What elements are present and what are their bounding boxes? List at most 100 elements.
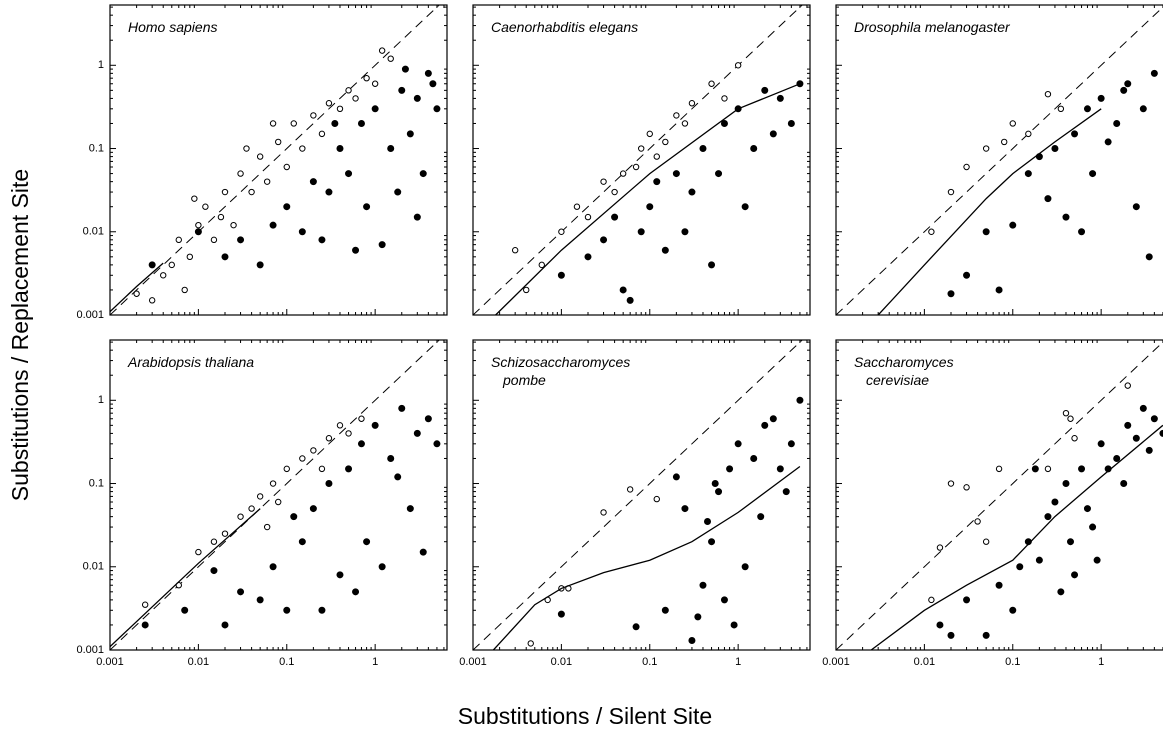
filled-point bbox=[424, 69, 432, 77]
filled-point bbox=[387, 454, 395, 462]
x-tick-label: 0.001 bbox=[96, 656, 124, 668]
open-point bbox=[734, 62, 742, 69]
filled-point bbox=[715, 488, 723, 496]
panel-title: Schizosaccharomyces bbox=[491, 354, 630, 370]
plot-area bbox=[473, 5, 804, 315]
filled-point bbox=[424, 415, 432, 423]
open-point bbox=[995, 465, 1003, 473]
panel-title: cerevisiae bbox=[866, 372, 929, 388]
filled-point bbox=[283, 203, 291, 211]
filled-point bbox=[325, 480, 333, 488]
x-tick-label: 0.01 bbox=[551, 656, 572, 668]
fit-curve bbox=[877, 108, 1102, 315]
open-point bbox=[243, 145, 250, 152]
filled-point bbox=[982, 631, 990, 639]
filled-point bbox=[995, 286, 1003, 294]
x-tick-label: 0.1 bbox=[1005, 656, 1020, 668]
open-point bbox=[688, 100, 696, 107]
filled-point bbox=[1078, 465, 1086, 473]
filled-point bbox=[309, 178, 317, 186]
filled-point bbox=[1124, 80, 1132, 88]
open-point bbox=[673, 112, 680, 119]
filled-point bbox=[345, 465, 353, 473]
filled-point bbox=[141, 621, 149, 629]
filled-point bbox=[1044, 513, 1052, 521]
open-point bbox=[584, 213, 592, 221]
filled-point bbox=[688, 637, 696, 645]
filled-point bbox=[557, 271, 565, 279]
filled-point bbox=[429, 80, 437, 88]
open-point bbox=[947, 188, 955, 196]
open-point bbox=[653, 495, 660, 503]
filled-point bbox=[419, 170, 427, 178]
filled-point bbox=[401, 65, 409, 73]
open-point bbox=[662, 138, 669, 146]
x-tick-label: 0.001 bbox=[822, 656, 850, 668]
filled-point bbox=[694, 613, 702, 621]
open-point bbox=[378, 47, 386, 54]
filled-point bbox=[433, 440, 441, 448]
filled-point bbox=[1078, 228, 1086, 236]
filled-point bbox=[750, 145, 758, 153]
open-point bbox=[210, 236, 218, 244]
filled-point bbox=[387, 145, 395, 153]
filled-point bbox=[1139, 105, 1147, 113]
open-point bbox=[175, 236, 182, 244]
identity-line bbox=[110, 340, 440, 650]
filled-point bbox=[406, 505, 414, 513]
open-point bbox=[708, 80, 715, 87]
plot-area bbox=[473, 340, 804, 650]
filled-point bbox=[708, 538, 716, 546]
filled-point bbox=[699, 145, 707, 153]
open-point bbox=[646, 130, 653, 138]
filled-point bbox=[371, 421, 379, 429]
y-tick-label: 1 bbox=[98, 59, 104, 71]
filled-point bbox=[194, 228, 202, 236]
identity-line bbox=[110, 5, 440, 315]
open-point bbox=[210, 538, 218, 545]
filled-point bbox=[704, 517, 712, 525]
filled-point bbox=[336, 145, 344, 153]
filled-point bbox=[1051, 145, 1059, 153]
filled-point bbox=[1062, 213, 1070, 221]
x-tick-label: 1 bbox=[372, 656, 378, 668]
filled-point bbox=[761, 86, 769, 94]
open-point bbox=[1025, 130, 1032, 138]
filled-point bbox=[1089, 170, 1097, 178]
filled-point bbox=[661, 606, 669, 614]
open-point bbox=[619, 170, 627, 177]
open-point bbox=[523, 286, 530, 294]
filled-point bbox=[1132, 203, 1140, 211]
filled-point bbox=[1150, 415, 1158, 423]
filled-point bbox=[672, 473, 680, 481]
filled-point bbox=[352, 246, 360, 254]
filled-point bbox=[1071, 130, 1079, 138]
open-point bbox=[269, 480, 277, 487]
filled-point bbox=[269, 221, 277, 229]
open-point bbox=[1009, 120, 1016, 127]
y-tick-label: 1 bbox=[98, 394, 104, 406]
open-point bbox=[318, 465, 326, 473]
open-point bbox=[1057, 105, 1065, 113]
filled-point bbox=[1083, 505, 1091, 513]
filled-point bbox=[181, 606, 189, 614]
filled-point bbox=[734, 440, 742, 448]
filled-point bbox=[947, 631, 955, 639]
filled-point bbox=[715, 170, 723, 178]
filled-point bbox=[947, 290, 955, 298]
filled-point bbox=[357, 440, 365, 448]
filled-point bbox=[681, 228, 689, 236]
fit-curve bbox=[492, 465, 801, 650]
filled-point bbox=[1150, 69, 1158, 77]
open-point bbox=[217, 213, 225, 221]
filled-point bbox=[371, 105, 379, 113]
open-point bbox=[275, 138, 282, 146]
filled-point bbox=[782, 488, 790, 496]
open-point bbox=[632, 163, 640, 171]
open-point bbox=[527, 640, 534, 647]
x-tick-label: 0.1 bbox=[279, 656, 294, 668]
open-point bbox=[721, 95, 728, 102]
filled-point bbox=[363, 203, 371, 211]
panel: Drosophila melanogaster bbox=[835, 4, 1163, 316]
filled-point bbox=[1009, 606, 1017, 614]
